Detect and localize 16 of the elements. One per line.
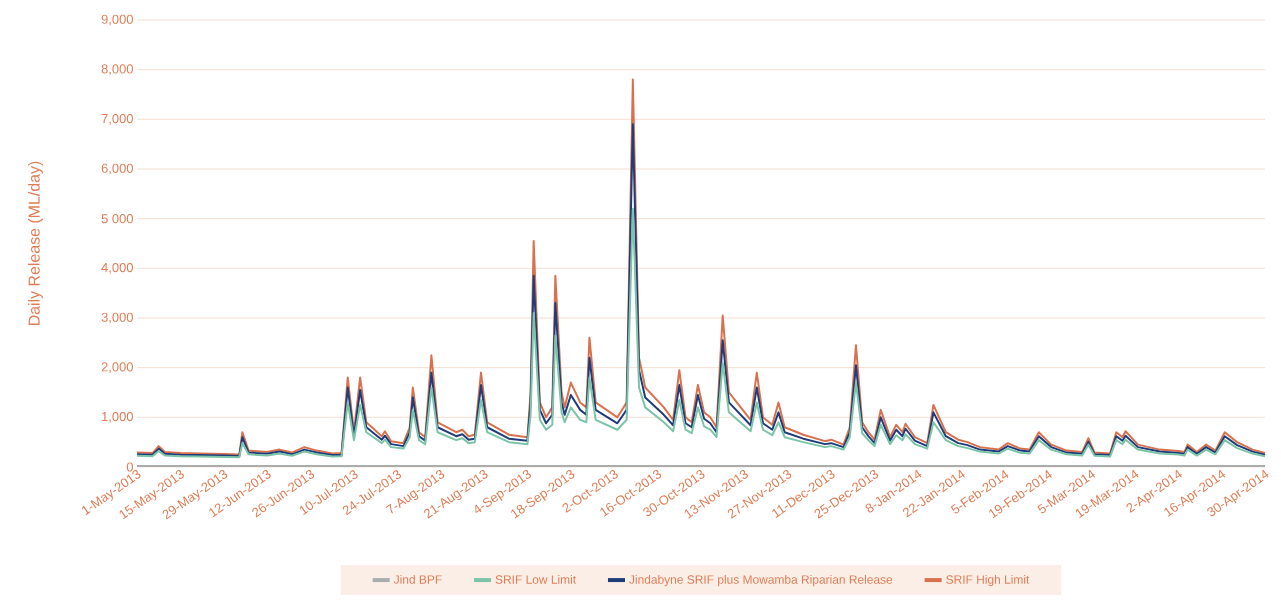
legend-label: Jindabyne SRIF plus Mowamba Riparian Release <box>629 575 893 587</box>
legend-label: Jind BPF <box>393 575 442 584</box>
y-axis-title: Daily Release (ML/day) <box>28 161 43 326</box>
y-tick-label: 2,000 <box>101 362 133 373</box>
y-tick-label: 6,000 <box>101 163 133 175</box>
legend-label: SRIF High Limit <box>946 575 1030 587</box>
y-tick-label: 8,000 <box>101 64 133 76</box>
y-tick-label: 1,000 <box>102 411 133 423</box>
y-tick-label: 9,000 <box>101 14 133 26</box>
legend-label: SRIF Low Limit <box>495 575 576 584</box>
line-series <box>136 207 1267 459</box>
y-tick-label: 4,000 <box>101 262 133 274</box>
y-tick-label: 7,000 <box>101 113 133 125</box>
y-tick-label: 5 000 <box>101 214 133 224</box>
y-tick-label: 0 <box>126 462 133 472</box>
y-tick-label: 3,000 <box>101 312 133 324</box>
